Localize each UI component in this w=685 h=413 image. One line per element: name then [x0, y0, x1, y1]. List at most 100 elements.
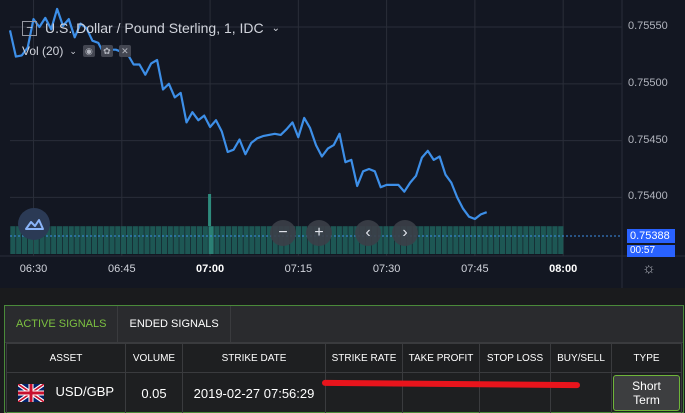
- volume-bar: [511, 226, 517, 254]
- volume-bar: [190, 226, 197, 254]
- price-tick-label: 0.75550: [628, 20, 668, 33]
- volume-bar: [196, 226, 203, 254]
- gear-icon[interactable]: ✿: [100, 45, 113, 57]
- volume-bar: [86, 226, 92, 254]
- volume-bar: [185, 226, 191, 254]
- volume-bar: [389, 226, 395, 254]
- zoom-out-button[interactable]: −: [270, 220, 296, 246]
- time-tick-label: 06:45: [108, 263, 136, 275]
- scroll-left-button[interactable]: ‹: [355, 220, 381, 246]
- time-tick-label: 07:30: [372, 263, 401, 275]
- volume-legend: Vol (20) ⌄ ◉ ✿ ✕: [22, 44, 131, 58]
- collapse-legend-icon[interactable]: −: [22, 20, 37, 36]
- volume-bar: [74, 226, 80, 254]
- volume-bar: [255, 226, 261, 254]
- volume-bar: [126, 226, 133, 254]
- tab-ended-signals[interactable]: ENDED SIGNALS: [118, 306, 231, 342]
- stop-loss-cell: [479, 372, 551, 413]
- chart-logo-button[interactable]: [18, 208, 50, 240]
- volume-bar: [534, 226, 541, 254]
- column-header-strike-rate: STRIKE RATE: [325, 343, 403, 373]
- volume-bar: [517, 226, 523, 254]
- volume-spike-bar: [208, 194, 212, 226]
- symbol-title[interactable]: U.S. Dollar / Pound Sterling, 1, IDC: [45, 20, 264, 36]
- volume-cell: 0.05: [125, 372, 183, 413]
- volume-bar: [377, 226, 383, 254]
- volume-bar: [80, 226, 86, 254]
- volume-bar: [523, 226, 529, 254]
- chevron-down-icon[interactable]: ⌄: [271, 22, 281, 34]
- volume-bar: [45, 226, 51, 254]
- uk-flag-icon: [17, 384, 44, 402]
- take-profit-cell: [402, 372, 480, 413]
- volume-bar: [342, 226, 348, 254]
- volume-bar: [103, 226, 109, 254]
- tab-active-signals[interactable]: ACTIVE SIGNALS: [5, 306, 119, 342]
- volume-bar: [482, 226, 488, 254]
- last-price-label: 0.75388: [627, 229, 675, 243]
- volume-bar: [179, 226, 185, 254]
- volume-bar: [91, 226, 98, 254]
- volume-bar: [348, 226, 354, 254]
- volume-bar: [121, 226, 127, 254]
- eye-icon[interactable]: ◉: [82, 45, 95, 57]
- volume-bar: [266, 226, 272, 254]
- volume-bar: [336, 226, 342, 254]
- price-tick-label: 0.75400: [628, 190, 668, 203]
- price-tick-label: 0.75500: [628, 76, 668, 89]
- volume-bar: [249, 226, 255, 254]
- volume-bar: [208, 226, 214, 254]
- strike-date-cell: 2019-02-27 07:56:29: [182, 372, 326, 413]
- volume-bar: [68, 226, 74, 254]
- signals-tabs: ACTIVE SIGNALS ENDED SIGNALS: [5, 306, 683, 343]
- volume-bar: [39, 226, 45, 254]
- zoom-in-button[interactable]: +: [306, 220, 332, 246]
- signals-table: ASSET VOLUME STRIKE DATE STRIKE RATE TAK…: [6, 343, 682, 413]
- price-tick-label: 0.75450: [628, 133, 668, 146]
- volume-bar: [383, 226, 389, 254]
- volume-bar: [441, 226, 447, 254]
- volume-bar: [330, 226, 337, 254]
- volume-bar: [424, 226, 430, 254]
- volume-bar: [161, 226, 168, 254]
- column-header-asset: ASSET: [6, 343, 126, 373]
- table-row[interactable]: USD/GBP 0.05 2019-02-27 07:56:29 Short T…: [6, 372, 682, 413]
- volume-bar: [301, 226, 307, 254]
- volume-bar: [494, 226, 500, 254]
- volume-bar: [16, 226, 22, 254]
- chart-legend: − U.S. Dollar / Pound Sterling, 1, IDC ⌄: [22, 20, 280, 36]
- volume-bar: [202, 226, 208, 254]
- volume-bar: [225, 226, 232, 254]
- volume-bar: [156, 226, 162, 254]
- volume-bar: [488, 226, 494, 254]
- time-tick-label: 07:00: [195, 263, 225, 275]
- volume-bar: [150, 226, 156, 254]
- volume-bar: [505, 226, 511, 254]
- bar-countdown: 00:57: [627, 245, 675, 257]
- volume-bar: [167, 226, 173, 254]
- asset-cell: USD/GBP: [6, 372, 126, 413]
- volume-bar: [453, 226, 459, 254]
- chevron-down-icon[interactable]: ⌄: [69, 45, 77, 56]
- volume-indicator-label[interactable]: Vol (20): [22, 44, 64, 58]
- signal-type-button[interactable]: Short Term: [613, 375, 680, 411]
- volume-bar: [10, 226, 16, 254]
- price-chart[interactable]: − U.S. Dollar / Pound Sterling, 1, IDC ⌄…: [0, 0, 685, 288]
- volume-bar: [499, 226, 506, 254]
- volume-bar: [33, 226, 39, 254]
- asset-name: USD/GBP: [55, 384, 115, 400]
- time-tick-label: 06:30: [19, 263, 48, 275]
- gear-icon[interactable]: ☼: [642, 260, 656, 277]
- cloud-chart-icon: [25, 219, 44, 230]
- volume-bar: [27, 226, 34, 254]
- scroll-right-button[interactable]: ›: [392, 220, 418, 246]
- volume-bar: [51, 226, 57, 254]
- volume-bar: [260, 226, 267, 254]
- chart-canvas: [0, 0, 685, 288]
- close-icon[interactable]: ✕: [118, 45, 131, 57]
- time-tick-label: 07:15: [284, 263, 313, 275]
- volume-bar: [540, 226, 546, 254]
- volume-bar: [546, 226, 552, 254]
- volume-bar: [459, 226, 465, 254]
- volume-bar: [476, 226, 482, 254]
